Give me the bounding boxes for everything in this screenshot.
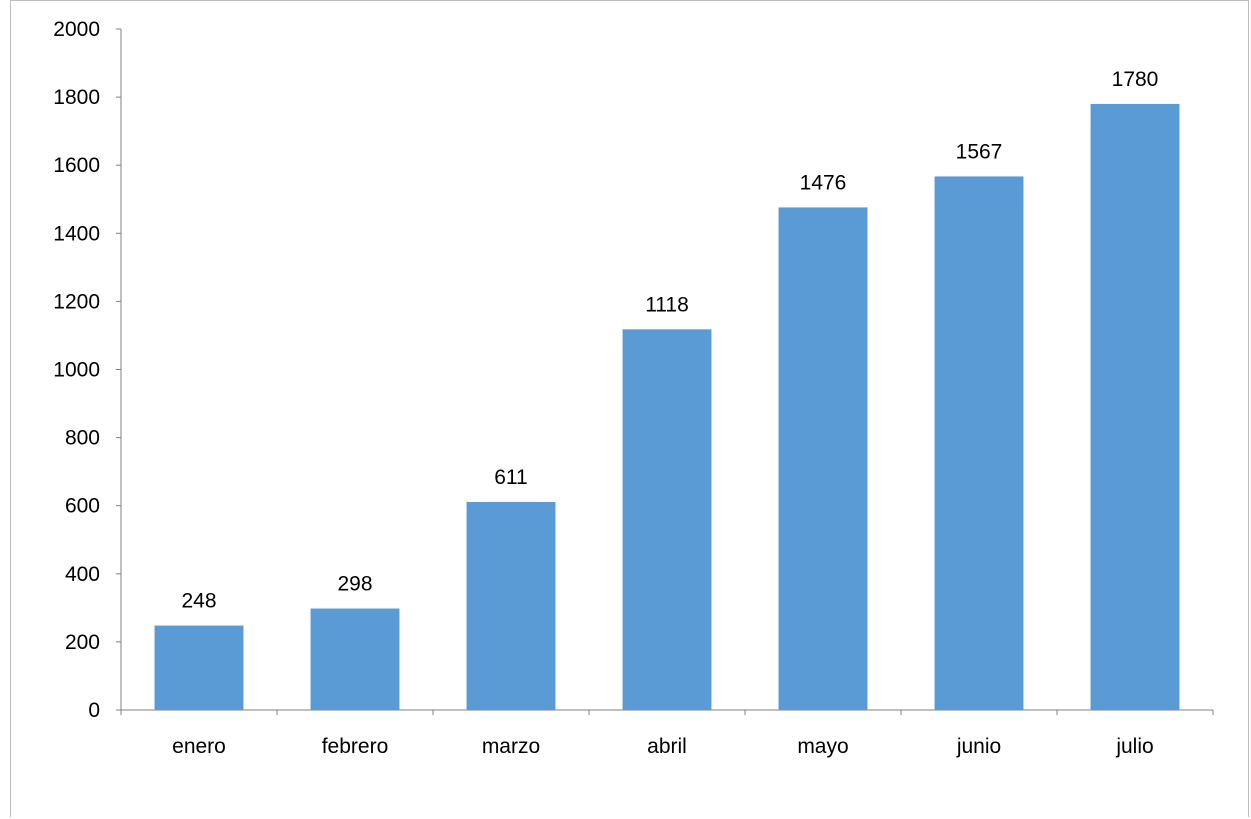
bar-abril (622, 329, 712, 710)
data-label-febrero: 298 (337, 573, 372, 596)
y-tick-label: 1000 (53, 359, 100, 382)
y-tick-label: 200 (65, 631, 100, 654)
bar-julio (1090, 103, 1180, 710)
bar-marzo (466, 501, 556, 710)
y-tick-label: 400 (65, 563, 100, 586)
bar-junio (934, 176, 1024, 710)
x-category-label-abril: abril (647, 735, 687, 758)
data-label-marzo: 611 (494, 466, 527, 489)
x-category-label-mayo: mayo (797, 735, 848, 758)
bar-mayo (778, 207, 868, 710)
bar-enero (154, 625, 244, 710)
y-tick-label: 1400 (53, 222, 100, 245)
x-category-label-junio: junio (956, 735, 1001, 758)
data-label-enero: 248 (181, 590, 216, 613)
y-tick-label: 600 (65, 495, 100, 518)
y-tick-label: 0 (88, 699, 100, 722)
x-category-label-febrero: febrero (322, 735, 389, 758)
y-tick-label: 1200 (53, 290, 100, 313)
y-tick-label: 800 (65, 427, 100, 450)
data-label-julio: 1780 (1112, 68, 1159, 91)
y-tick-label: 1600 (53, 154, 100, 177)
data-label-abril: 1118 (645, 293, 689, 316)
data-labels: 248 298 611 1118 1476 1567 1780 (181, 68, 1158, 613)
x-category-label-enero: enero (172, 735, 226, 758)
data-label-junio: 1567 (956, 140, 1003, 163)
bars (154, 103, 1180, 710)
y-axis: 0 200 400 600 800 1000 1200 1400 1600 1800 2000 (53, 18, 122, 722)
data-label-mayo: 1476 (800, 171, 847, 194)
x-category-label-marzo: marzo (482, 735, 540, 758)
y-tick-label: 1800 (53, 86, 100, 109)
y-tick-label: 2000 (53, 18, 100, 41)
bar-febrero (310, 608, 400, 710)
chart-frame (10, 0, 1249, 817)
x-category-label-julio: julio (1115, 735, 1153, 758)
x-axis: enero febrero marzo abril mayo junio julio (120, 709, 1214, 758)
